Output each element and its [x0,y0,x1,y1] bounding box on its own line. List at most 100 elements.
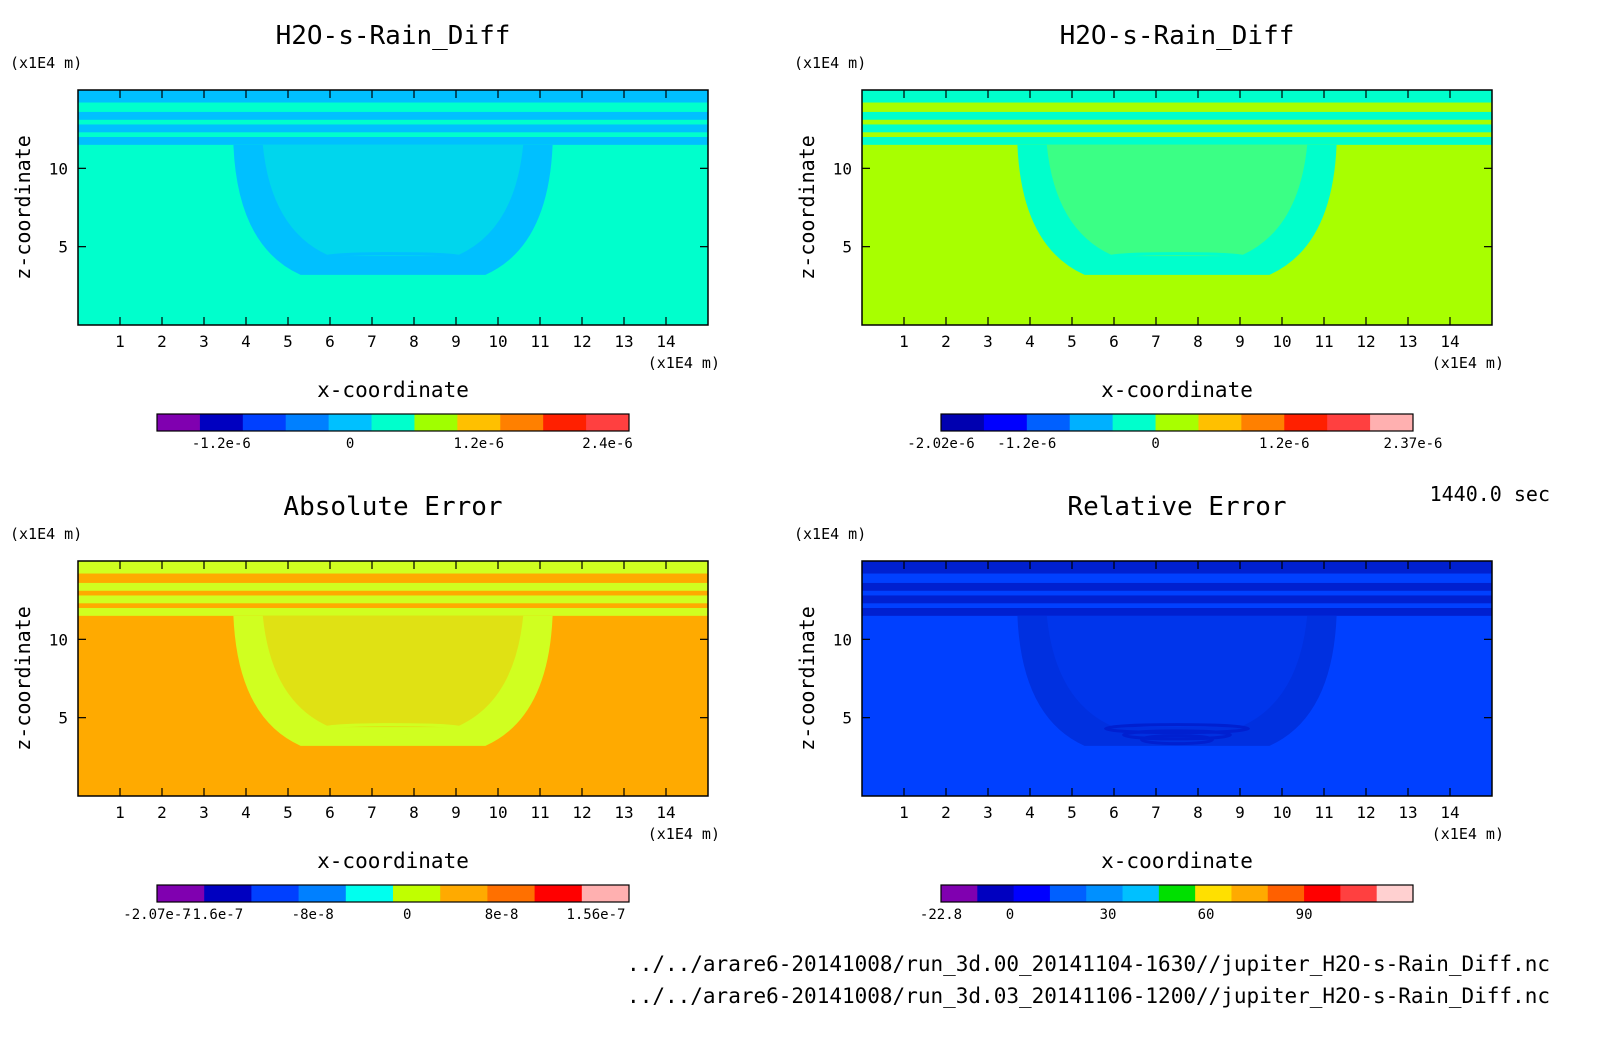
colorbar-tick-label: -1.2e-6 [997,436,1056,452]
upper-band [862,595,1492,604]
x-tick-label: 7 [1151,803,1161,822]
x-tick-label: 13 [1398,332,1417,351]
colorbar-segment [414,414,458,431]
colorbar-segment [199,414,244,431]
colorbar-segment [251,885,300,902]
y-tick-label: 5 [58,709,68,728]
x-tick-label: 11 [1314,803,1333,822]
y-tick-label: 10 [49,630,68,649]
heatmap-field [78,90,708,325]
x-tick-label: 14 [656,332,675,351]
y-tick-label: 5 [842,709,852,728]
upper-band [78,124,708,133]
panel-4: Relative Error(x1E4 m)1 2 3 4 5 6 7 8 9 10 11 12 13 1… [794,492,1504,923]
plot-frame [861,560,1493,797]
x-tick-label: 6 [325,332,335,351]
y-axis-label: z-coordinate [11,135,35,280]
chart-title: Absolute Error [283,492,502,522]
anomaly-stripe [1104,723,1250,735]
x-tick-label: 7 [367,332,377,351]
colorbar-tick-label: -1.2e-6 [192,436,251,452]
x-unit-label: (x1E4 m) [648,825,720,843]
file-path-2: ../../arare6-20141008/run_3d.03_20141106… [627,984,1550,1008]
colorbar-tick-label: 0 [403,907,411,923]
colorbar-segment [487,885,536,902]
x-tick-label: 7 [1151,332,1161,351]
upper-band [862,124,1492,133]
colorbar-segment [941,885,978,902]
x-tick-label: 12 [572,332,591,351]
anomaly-stripe [338,258,448,270]
x-tick-label: 5 [1067,803,1077,822]
heatmap-field [862,90,1492,325]
x-tick-label: 6 [325,803,335,822]
colorbar-frame [156,413,630,432]
x-axis-label: x-coordinate [1101,378,1253,402]
colorbar-segment [457,414,501,431]
x-tick-label: 1 [899,803,909,822]
heatmap-field [862,561,1492,796]
colorbar-segment [285,414,330,431]
x-tick-label: 8 [1193,332,1203,351]
x-tick-label: 14 [656,803,675,822]
colorbar-segment [393,885,441,902]
colorbar-tick-label: -1.6e-7 [184,907,243,923]
anomaly-region [1017,615,1337,746]
x-axis-label: x-coordinate [317,378,469,402]
colorbar-tick-label: -2.07e-7 [123,907,190,923]
y-unit-label: (x1E4 m) [794,525,866,543]
colorbar-segment [586,414,630,431]
x-tick-label: 13 [614,803,633,822]
y-unit-label: (x1E4 m) [10,54,82,72]
colorbar-segment [1284,414,1328,431]
colorbar-segment [371,414,415,431]
x-tick-label: 11 [530,803,549,822]
x-tick-label: 12 [1356,332,1375,351]
x-tick-label: 4 [241,803,251,822]
colorbar-segment [345,885,394,902]
x-unit-label: (x1E4 m) [1432,354,1504,372]
x-tick-label: 11 [530,332,549,351]
anomaly-stripe [320,252,466,264]
x-tick-label: 14 [1440,332,1459,351]
anomaly-stripe [1140,734,1214,746]
time-label: 1440.0 sec [1429,482,1550,506]
x-tick-label: 2 [157,803,167,822]
anomaly-stripe [338,729,448,741]
heatmap-field [78,561,708,796]
upper-band [862,111,1492,120]
x-tick-label: 13 [1398,803,1417,822]
x-tick-label: 6 [1109,803,1119,822]
upper-band [862,582,1492,591]
x-tick-label: 10 [488,803,507,822]
colorbar-segment [440,885,488,902]
colorbar-tick-label: -2.02e-6 [907,436,974,452]
colorbar-segment [1195,885,1232,902]
x-tick-label: 2 [941,332,951,351]
colorbar-segment [977,885,1015,902]
x-tick-label: 13 [614,332,633,351]
y-unit-label: (x1E4 m) [10,525,82,543]
colorbar-segment [1049,885,1087,902]
upper-band [862,608,1492,616]
anomaly-inner-region [1046,144,1308,257]
x-axis-label: x-coordinate [317,849,469,873]
panel-1: H2O-s-Rain_Diff(x1E4 m)1 2 3 4 5 6 7 8 9 10 11 12 13… [10,21,720,452]
x-tick-label: 6 [1109,332,1119,351]
colorbar-tick-label: 1.56e-7 [566,907,625,923]
colorbar-tick-label: -22.8 [920,907,962,923]
colorbar-tick-label: 90 [1296,907,1313,923]
x-tick-label: 1 [115,803,125,822]
colorbar-segment [1327,414,1371,431]
y-unit-label: (x1E4 m) [794,54,866,72]
anomaly-stripe [356,734,430,746]
plot-frame [77,560,709,797]
x-tick-label: 3 [983,803,993,822]
colorbar-segment [1231,885,1269,902]
upper-band [862,90,1492,103]
anomaly-stripe [1122,729,1232,741]
x-tick-label: 10 [1272,332,1291,351]
x-tick-label: 9 [1235,803,1245,822]
x-tick-label: 14 [1440,803,1459,822]
x-tick-label: 9 [451,803,461,822]
